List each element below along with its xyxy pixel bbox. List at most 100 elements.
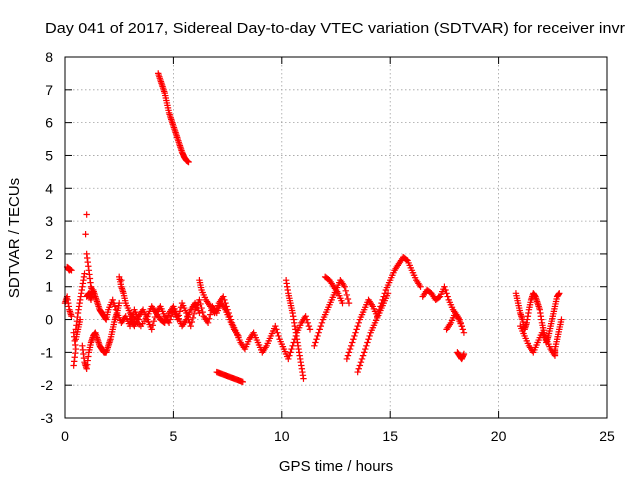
data-point bbox=[82, 231, 89, 238]
y-tick-label: 3 bbox=[45, 213, 53, 229]
data-point bbox=[68, 267, 75, 274]
data-point-interp bbox=[112, 306, 120, 313]
data-point bbox=[347, 342, 355, 349]
data-point bbox=[165, 319, 173, 327]
data-point bbox=[343, 355, 351, 363]
x-tick-label: 25 bbox=[599, 428, 615, 444]
plot-frame bbox=[64, 56, 608, 419]
data-point-interp bbox=[344, 352, 352, 359]
data-point-interp bbox=[354, 322, 361, 330]
data-point-interp bbox=[355, 365, 362, 372]
data-point-interp bbox=[357, 359, 365, 366]
data-point-interp bbox=[403, 256, 410, 263]
data-point bbox=[220, 293, 227, 300]
data-point bbox=[76, 316, 84, 323]
data-point-interp bbox=[355, 319, 362, 327]
x-tick-label: 10 bbox=[274, 428, 290, 444]
x-tick-labels: 0 5 10 15 20 25 bbox=[61, 428, 615, 444]
y-tick-label: -1 bbox=[41, 344, 54, 360]
data-point bbox=[109, 296, 116, 304]
data-point-interp bbox=[184, 313, 191, 320]
data-point-interp bbox=[223, 303, 230, 310]
data-point bbox=[311, 342, 318, 349]
y-tick-label: 1 bbox=[45, 279, 53, 295]
data-point-interp bbox=[314, 332, 321, 340]
data-point-interp bbox=[222, 299, 229, 307]
data-point-interp bbox=[168, 313, 175, 320]
data-point-interp bbox=[342, 287, 349, 295]
grid bbox=[65, 57, 607, 418]
data-point-interp bbox=[286, 352, 293, 359]
data-point-interp bbox=[226, 313, 233, 320]
data-point bbox=[148, 326, 155, 333]
data-point-interp bbox=[198, 304, 205, 312]
data-point-interp bbox=[197, 300, 204, 308]
data-point-interp bbox=[360, 349, 368, 356]
data-point bbox=[81, 270, 88, 277]
data-point-interp bbox=[313, 336, 320, 343]
data-point-interp bbox=[303, 316, 310, 323]
data-point-interp bbox=[444, 293, 451, 300]
y-tick-label: 7 bbox=[45, 82, 53, 98]
data-point bbox=[558, 316, 565, 323]
y-tick-label: -3 bbox=[41, 410, 54, 426]
data-point-interp bbox=[349, 339, 356, 346]
data-point bbox=[300, 375, 307, 382]
data-point bbox=[285, 355, 292, 363]
data-point bbox=[68, 313, 75, 320]
data-point-interp bbox=[346, 345, 354, 353]
data-point bbox=[363, 342, 370, 349]
data-point-interp bbox=[350, 336, 357, 343]
data-point-interp bbox=[344, 295, 352, 303]
data-point bbox=[341, 283, 348, 290]
data-point-interp bbox=[151, 313, 159, 321]
axis-ticks bbox=[64, 56, 608, 419]
data-point bbox=[456, 316, 463, 323]
data-point bbox=[441, 283, 448, 290]
data-point-interp bbox=[443, 290, 450, 297]
data-point bbox=[302, 313, 309, 320]
data-point bbox=[224, 306, 231, 313]
y-tick-labels: -3 -2 -1 0 1 2 3 4 5 6 7 8 bbox=[41, 49, 54, 426]
data-point bbox=[174, 316, 181, 323]
y-tick-label: 2 bbox=[45, 246, 53, 262]
data-point bbox=[358, 355, 366, 363]
data-point-interp bbox=[365, 336, 372, 343]
data-point bbox=[70, 362, 77, 369]
data-point-interp bbox=[459, 326, 467, 333]
data-point bbox=[460, 329, 468, 336]
x-tick-label: 15 bbox=[382, 428, 398, 444]
data-point bbox=[239, 378, 246, 386]
data-point bbox=[306, 326, 314, 333]
data-point-interp bbox=[225, 309, 232, 317]
data-point-interp bbox=[343, 291, 351, 299]
data-point-interp bbox=[275, 332, 282, 340]
data-point bbox=[384, 290, 392, 297]
data-point bbox=[116, 299, 123, 307]
data-point-interp bbox=[274, 329, 281, 336]
data-point-interp bbox=[457, 319, 464, 327]
data-points bbox=[61, 70, 565, 386]
data-point-interp bbox=[273, 326, 280, 333]
y-tick-label: 6 bbox=[45, 115, 53, 131]
data-point bbox=[460, 350, 468, 358]
y-tick-label: 8 bbox=[45, 49, 53, 65]
data-point-interp bbox=[442, 286, 449, 294]
y-tick-label: 0 bbox=[45, 312, 53, 328]
y-axis-label: SDTVAR / TECUs bbox=[6, 178, 23, 298]
data-point-interp bbox=[435, 294, 443, 301]
x-tick-label: 0 bbox=[61, 428, 69, 444]
data-point-interp bbox=[227, 316, 235, 323]
data-point-interp bbox=[304, 319, 312, 327]
data-point-interp bbox=[364, 339, 371, 346]
x-axis-label: GPS time / hours bbox=[279, 458, 393, 475]
data-point-interp bbox=[176, 308, 184, 315]
data-point bbox=[187, 322, 194, 330]
x-tick-label: 5 bbox=[170, 428, 178, 444]
data-point bbox=[185, 158, 192, 166]
data-point bbox=[556, 290, 563, 297]
y-tick-label: -2 bbox=[41, 377, 54, 393]
data-point bbox=[339, 299, 346, 307]
data-point-interp bbox=[362, 345, 369, 353]
